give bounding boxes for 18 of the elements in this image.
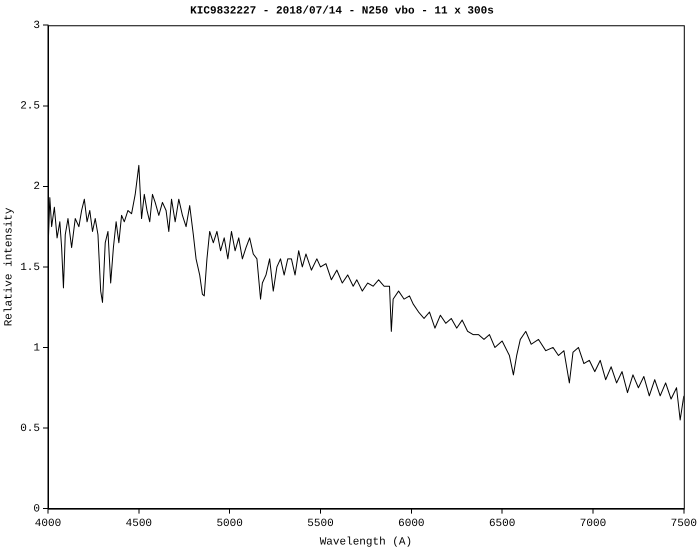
x-axis-title: Wavelength (A): [320, 536, 412, 548]
y-tick-label: 2.5: [20, 100, 40, 113]
y-tick-label: 1.5: [20, 262, 40, 274]
x-tick-label: 7000: [580, 518, 606, 530]
y-tick-label: 3: [33, 20, 40, 32]
x-tick-label: 4000: [34, 518, 62, 530]
x-tick-label: 5500: [307, 518, 334, 530]
x-tick-label: 4500: [126, 518, 152, 530]
x-tick-label: 6500: [488, 518, 516, 530]
x-tick-label: 7500: [670, 518, 697, 530]
x-tick-label: 6000: [398, 518, 425, 530]
y-tick-label: 1: [33, 342, 40, 354]
y-tick-label: 0.5: [20, 422, 40, 435]
y-tick-label: 0: [33, 504, 40, 516]
chart-title: KIC9832227 - 2018/07/14 - N250 vbo - 11 x 300s: [190, 5, 494, 18]
y-tick-label: 2: [33, 181, 40, 194]
x-tick-label: 5000: [216, 518, 243, 530]
y-axis-title: Relative intensity: [4, 207, 16, 326]
